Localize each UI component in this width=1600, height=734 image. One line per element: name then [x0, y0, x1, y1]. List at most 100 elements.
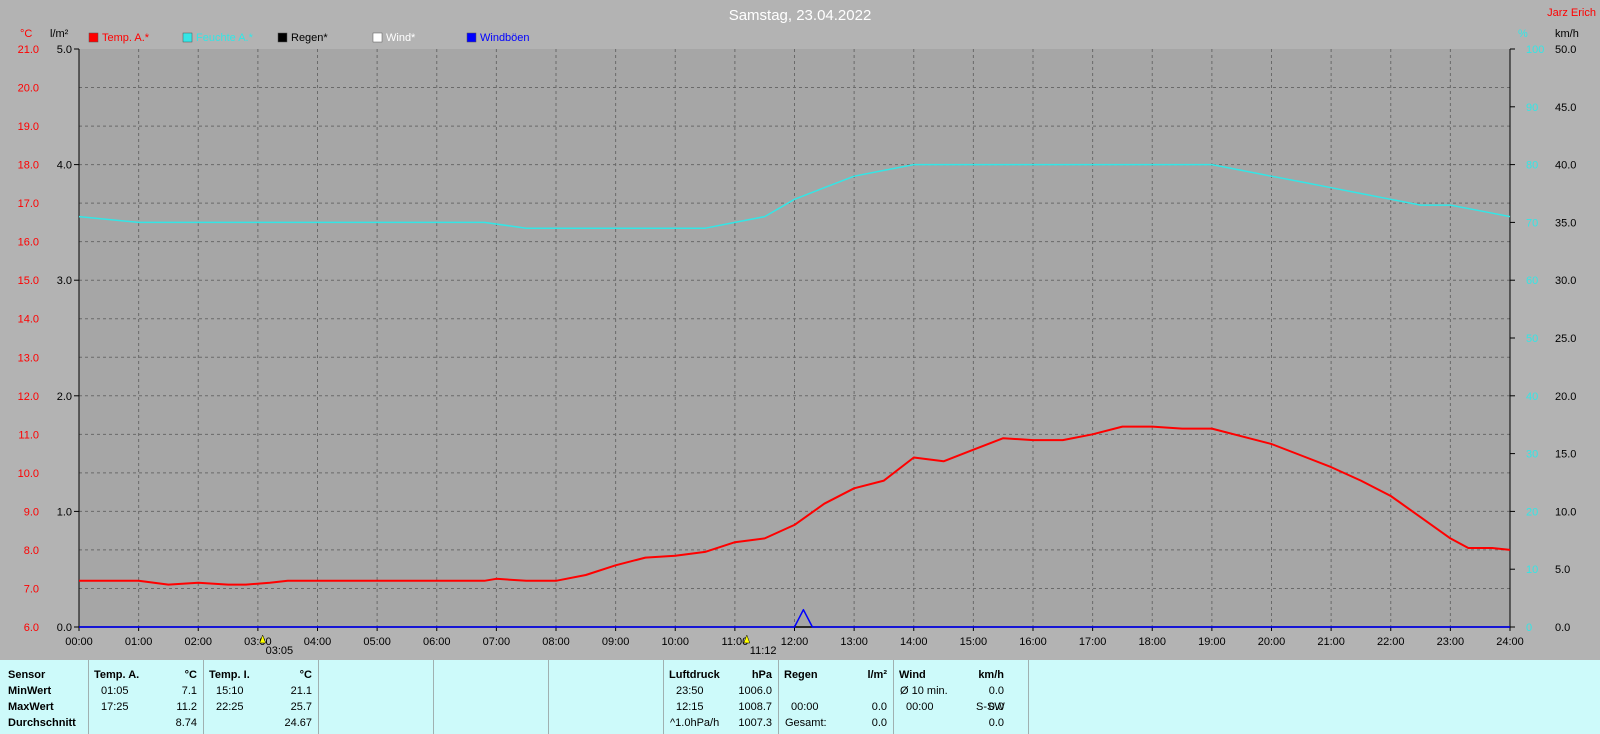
chart-title: Samstag, 23.04.2022 — [729, 7, 872, 24]
sensor-column: Sensor MinWert MaxWert Durchschnitt — [0, 660, 89, 734]
legend-swatch — [88, 32, 99, 43]
rain-tick-label: 5.0 — [57, 44, 72, 56]
legend-label: Regen* — [291, 32, 328, 44]
temp-tick-label: 9.0 — [24, 506, 39, 518]
markers: 03:05 11:12 — [259, 634, 777, 657]
station-name: Jarz Erich — [1547, 7, 1596, 19]
x-tick-label: 05:00 — [363, 636, 391, 648]
x-tick-label: 18:00 — [1138, 636, 1166, 648]
humidity-tick-label: 80 — [1526, 160, 1538, 172]
rain-total-label: Gesamt: — [785, 717, 827, 729]
empty-column-2 — [434, 660, 549, 734]
temp-a-header: Temp. A. — [94, 669, 140, 681]
sensor-header: Sensor — [8, 669, 46, 681]
humidity-tick-label: 30 — [1526, 449, 1538, 461]
rain-tick-label: 1.0 — [57, 506, 72, 518]
empty-column-3 — [549, 660, 664, 734]
wind-unit-label: km/h — [1555, 28, 1579, 40]
wind-tick-label: 5.0 — [1555, 564, 1570, 576]
temp-i-max-value: 25.7 — [290, 701, 312, 713]
wind-max-value: 0.0 — [988, 701, 1004, 713]
legend-swatch — [277, 32, 288, 43]
temp-a-max-time: 17:25 — [101, 701, 129, 713]
x-tick-label: 13:00 — [840, 636, 868, 648]
temp-tick-label: 6.0 — [24, 622, 39, 634]
temp-tick-label: 10.0 — [18, 468, 39, 480]
temp-i-min-time: 15:10 — [216, 685, 244, 697]
rain-tick-label: 3.0 — [57, 275, 72, 287]
temp-unit-label: °C — [20, 28, 32, 40]
pressure-avg-value: 1007.3 — [738, 717, 772, 729]
legend-label: Temp. A.* — [102, 32, 150, 44]
temp-i-unit: °C — [299, 669, 312, 681]
humidity-tick-label: 0 — [1526, 622, 1532, 634]
wind-max-time: 00:00 — [906, 701, 934, 713]
wind-tick-label: 40.0 — [1555, 160, 1576, 172]
series-line — [78, 163, 1511, 229]
legend-swatch — [182, 32, 193, 43]
legend-label: Windböen — [480, 32, 530, 44]
x-tick-label: 10:00 — [661, 636, 689, 648]
legend-swatch — [466, 32, 477, 43]
x-tick-label: 09:00 — [602, 636, 630, 648]
temp-tick-label: 8.0 — [24, 545, 39, 557]
pressure-unit: hPa — [751, 669, 772, 681]
temp-tick-label: 7.0 — [24, 583, 39, 595]
x-tick-label: 24:00 — [1496, 636, 1524, 648]
wind-tick-label: 35.0 — [1555, 217, 1576, 229]
x-tick-label: 02:00 — [184, 636, 212, 648]
x-tick-label: 22:00 — [1377, 636, 1405, 648]
rain-header: Regen — [784, 669, 818, 681]
x-tick-label: 19:00 — [1198, 636, 1226, 648]
humidity-tick-label: 50 — [1526, 333, 1538, 345]
wind-tick-label: 10.0 — [1555, 506, 1576, 518]
pressure-trend: ^1.0hPa/h — [670, 717, 720, 729]
marker-label: 03:05 — [266, 645, 294, 657]
wind-row3-value: 0.0 — [988, 717, 1004, 729]
x-tick-label: 14:00 — [900, 636, 928, 648]
x-tick-label: 17:00 — [1079, 636, 1107, 648]
pressure-column: Luftdruck hPa 23:50 1006.0 12:15 1008.7 … — [664, 660, 779, 734]
rain-total-value: 0.0 — [871, 717, 887, 729]
humidity-tick-label: 70 — [1526, 217, 1538, 229]
wind-tick-label: 30.0 — [1555, 275, 1576, 287]
x-tick-label: 06:00 — [423, 636, 451, 648]
wind-max-direction: S-SW — [976, 701, 1005, 713]
wind-tick-label: 20.0 — [1555, 391, 1576, 403]
series-line — [79, 608, 1510, 628]
temp-tick-label: 13.0 — [18, 352, 39, 364]
marker-icon — [259, 634, 267, 644]
temp-tick-label: 18.0 — [18, 160, 39, 172]
temp-tick-label: 19.0 — [18, 121, 39, 133]
x-tick-label: 04:00 — [304, 636, 332, 648]
x-tick-label: 07:00 — [483, 636, 511, 648]
temp-i-column: Temp. I. °C 15:10 21.1 22:25 25.7 24.67 — [204, 660, 319, 734]
temp-a-column: Temp. A. °C 01:05 7.1 17:25 11.2 8.74 — [89, 660, 204, 734]
temp-tick-label: 17.0 — [18, 198, 39, 210]
sensor-row-min: MinWert — [8, 685, 52, 697]
temp-i-header: Temp. I. — [209, 669, 250, 681]
x-tick-label: 12:00 — [781, 636, 809, 648]
x-tick-label: 01:00 — [125, 636, 153, 648]
series-line — [79, 425, 1511, 586]
wind-avg-label: Ø 10 min. — [900, 685, 948, 697]
wind-tick-label: 15.0 — [1555, 449, 1576, 461]
humidity-tick-label: 60 — [1526, 275, 1538, 287]
rain-max-value: 0.0 — [871, 701, 887, 713]
x-tick-label: 11:00 — [722, 636, 749, 648]
temp-a-min-value: 7.1 — [181, 685, 197, 697]
legend-label: Wind* — [386, 32, 416, 44]
temp-tick-label: 20.0 — [18, 83, 39, 95]
temp-a-max-value: 11.2 — [176, 701, 197, 713]
pressure-header: Luftdruck — [669, 669, 720, 681]
legend-swatch — [372, 32, 383, 43]
grid — [79, 49, 1510, 627]
temp-i-min-value: 21.1 — [290, 685, 312, 697]
temp-tick-label: 12.0 — [18, 391, 39, 403]
temp-tick-label: 15.0 — [18, 275, 39, 287]
rain-max-time: 00:00 — [791, 701, 819, 713]
wind-unit: km/h — [978, 669, 1004, 681]
x-tick-label: 16:00 — [1019, 636, 1047, 648]
rain-tick-label: 4.0 — [57, 160, 72, 172]
rain-tick-label: 2.0 — [57, 391, 72, 403]
